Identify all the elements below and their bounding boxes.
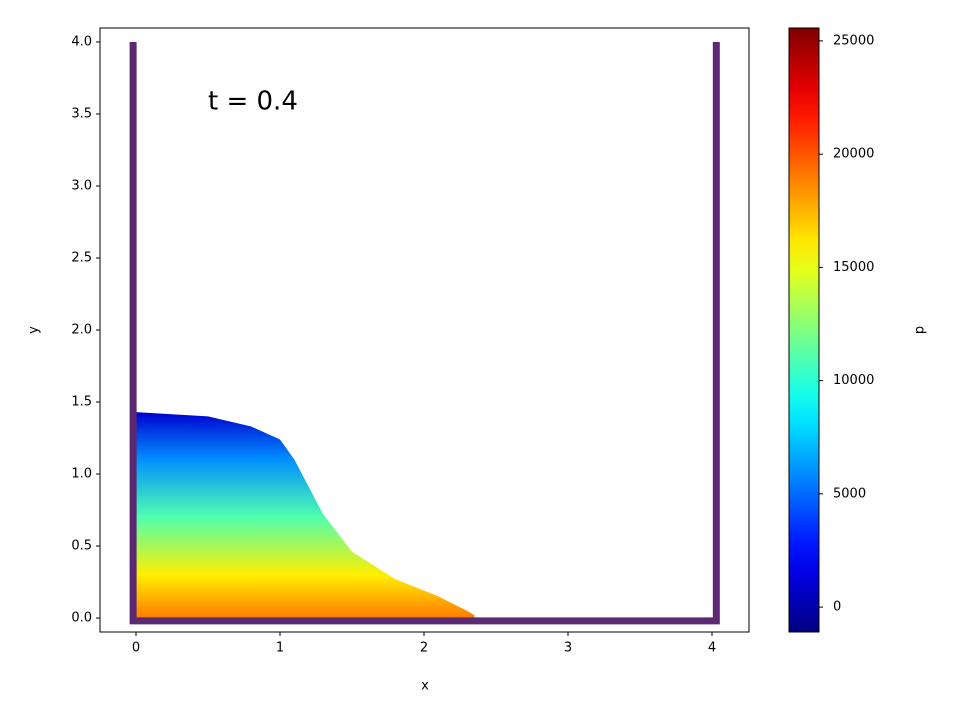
colorbar-tick-label: 0 [833, 600, 841, 615]
y-tick-label: 2.5 [71, 250, 92, 265]
colorbar-tick-label: 15000 [833, 260, 874, 275]
y-axis-label: y [27, 326, 42, 334]
colorbar-label: p [913, 326, 928, 334]
annotation: t = 0.4 [208, 87, 298, 117]
walls [129, 41, 720, 625]
y-tick-label: 2.0 [71, 323, 92, 338]
colorbar [788, 27, 820, 633]
colorbar-tick-label: 5000 [833, 486, 866, 501]
colorbar-tick-label: 10000 [833, 373, 874, 388]
colorbar-tick-label: 25000 [833, 33, 874, 48]
x-tick-label: 2 [420, 641, 428, 656]
colorbar-tick-label: 20000 [833, 147, 874, 162]
y-tick-label: 3.0 [71, 178, 92, 193]
x-tick-label: 4 [708, 641, 716, 656]
y-tick-label: 3.5 [71, 106, 92, 121]
y-tick-label: 0.5 [71, 539, 92, 554]
y-tick-label: 4.0 [71, 34, 92, 49]
y-tick-label: 1.5 [71, 395, 92, 410]
x-axis-label: x [421, 679, 429, 694]
y-tick-label: 1.0 [71, 467, 92, 482]
y-tick-label: 0.0 [71, 611, 92, 626]
x-tick-label: 1 [276, 641, 284, 656]
x-tick-label: 0 [132, 641, 140, 656]
fluid [135, 412, 475, 619]
x-tick-label: 3 [564, 641, 572, 656]
